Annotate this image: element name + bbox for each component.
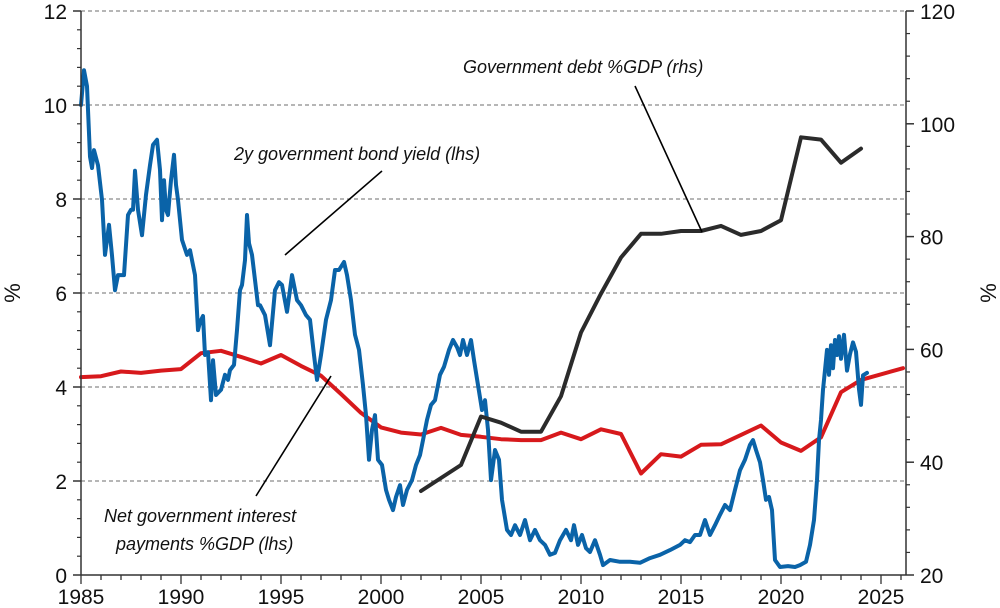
right-tick-label: 80 <box>920 227 943 250</box>
x-tick-label: 1990 <box>158 586 205 608</box>
tick-labels: 0 2 4 6 8 10 12 20 40 60 80 100 120 1985 1990 1995 2000 2… <box>44 1 955 608</box>
right-tick-label: 100 <box>920 114 955 137</box>
annotation-interest-line1: Net government interest <box>104 506 297 526</box>
annotation-leader-debt <box>634 85 703 233</box>
x-tick-label: 2000 <box>358 586 405 608</box>
left-axis-unit-label: % <box>0 283 25 303</box>
annotation-leader-bond-yield <box>284 170 383 256</box>
left-tick-label: 8 <box>55 189 67 212</box>
series-line-net-government-interest-payments-gdp-lhs <box>79 348 905 476</box>
left-tick-label: 6 <box>55 283 67 306</box>
annotation-interest-line2: payments %GDP (lhs) <box>115 534 293 554</box>
x-tick-label: 2025 <box>858 586 905 608</box>
right-tick-label: 20 <box>920 565 943 588</box>
left-tick-label: 10 <box>44 95 67 118</box>
annotations: Government debt %GDP (rhs) 2y government… <box>104 57 703 554</box>
gridlines <box>81 10 906 482</box>
right-tick-label: 40 <box>920 452 943 475</box>
series-line-2y-government-bond-yield-lhs <box>79 68 869 569</box>
x-tick-label: 2010 <box>558 586 605 608</box>
annotation-leader-interest <box>255 375 332 497</box>
right-tick-label: 120 <box>920 1 955 24</box>
x-tick-label: 1995 <box>258 586 305 608</box>
right-axis-unit-label: % <box>976 283 1000 303</box>
right-tick-label: 60 <box>920 339 943 362</box>
left-tick-label: 12 <box>44 1 67 24</box>
x-tick-label: 1985 <box>58 586 105 608</box>
x-tick-label: 2020 <box>758 586 805 608</box>
series-line-government-debt-gdp-rhs <box>419 135 863 493</box>
series-layer <box>79 68 905 569</box>
left-tick-label: 0 <box>55 565 67 588</box>
ticks <box>73 10 914 584</box>
left-tick-label: 2 <box>55 471 67 494</box>
annotation-debt: Government debt %GDP (rhs) <box>463 57 703 77</box>
x-tick-label: 2005 <box>458 586 505 608</box>
left-tick-label: 4 <box>55 377 67 400</box>
annotation-bond-yield: 2y government bond yield (lhs) <box>233 144 480 164</box>
x-tick-label: 2015 <box>658 586 705 608</box>
